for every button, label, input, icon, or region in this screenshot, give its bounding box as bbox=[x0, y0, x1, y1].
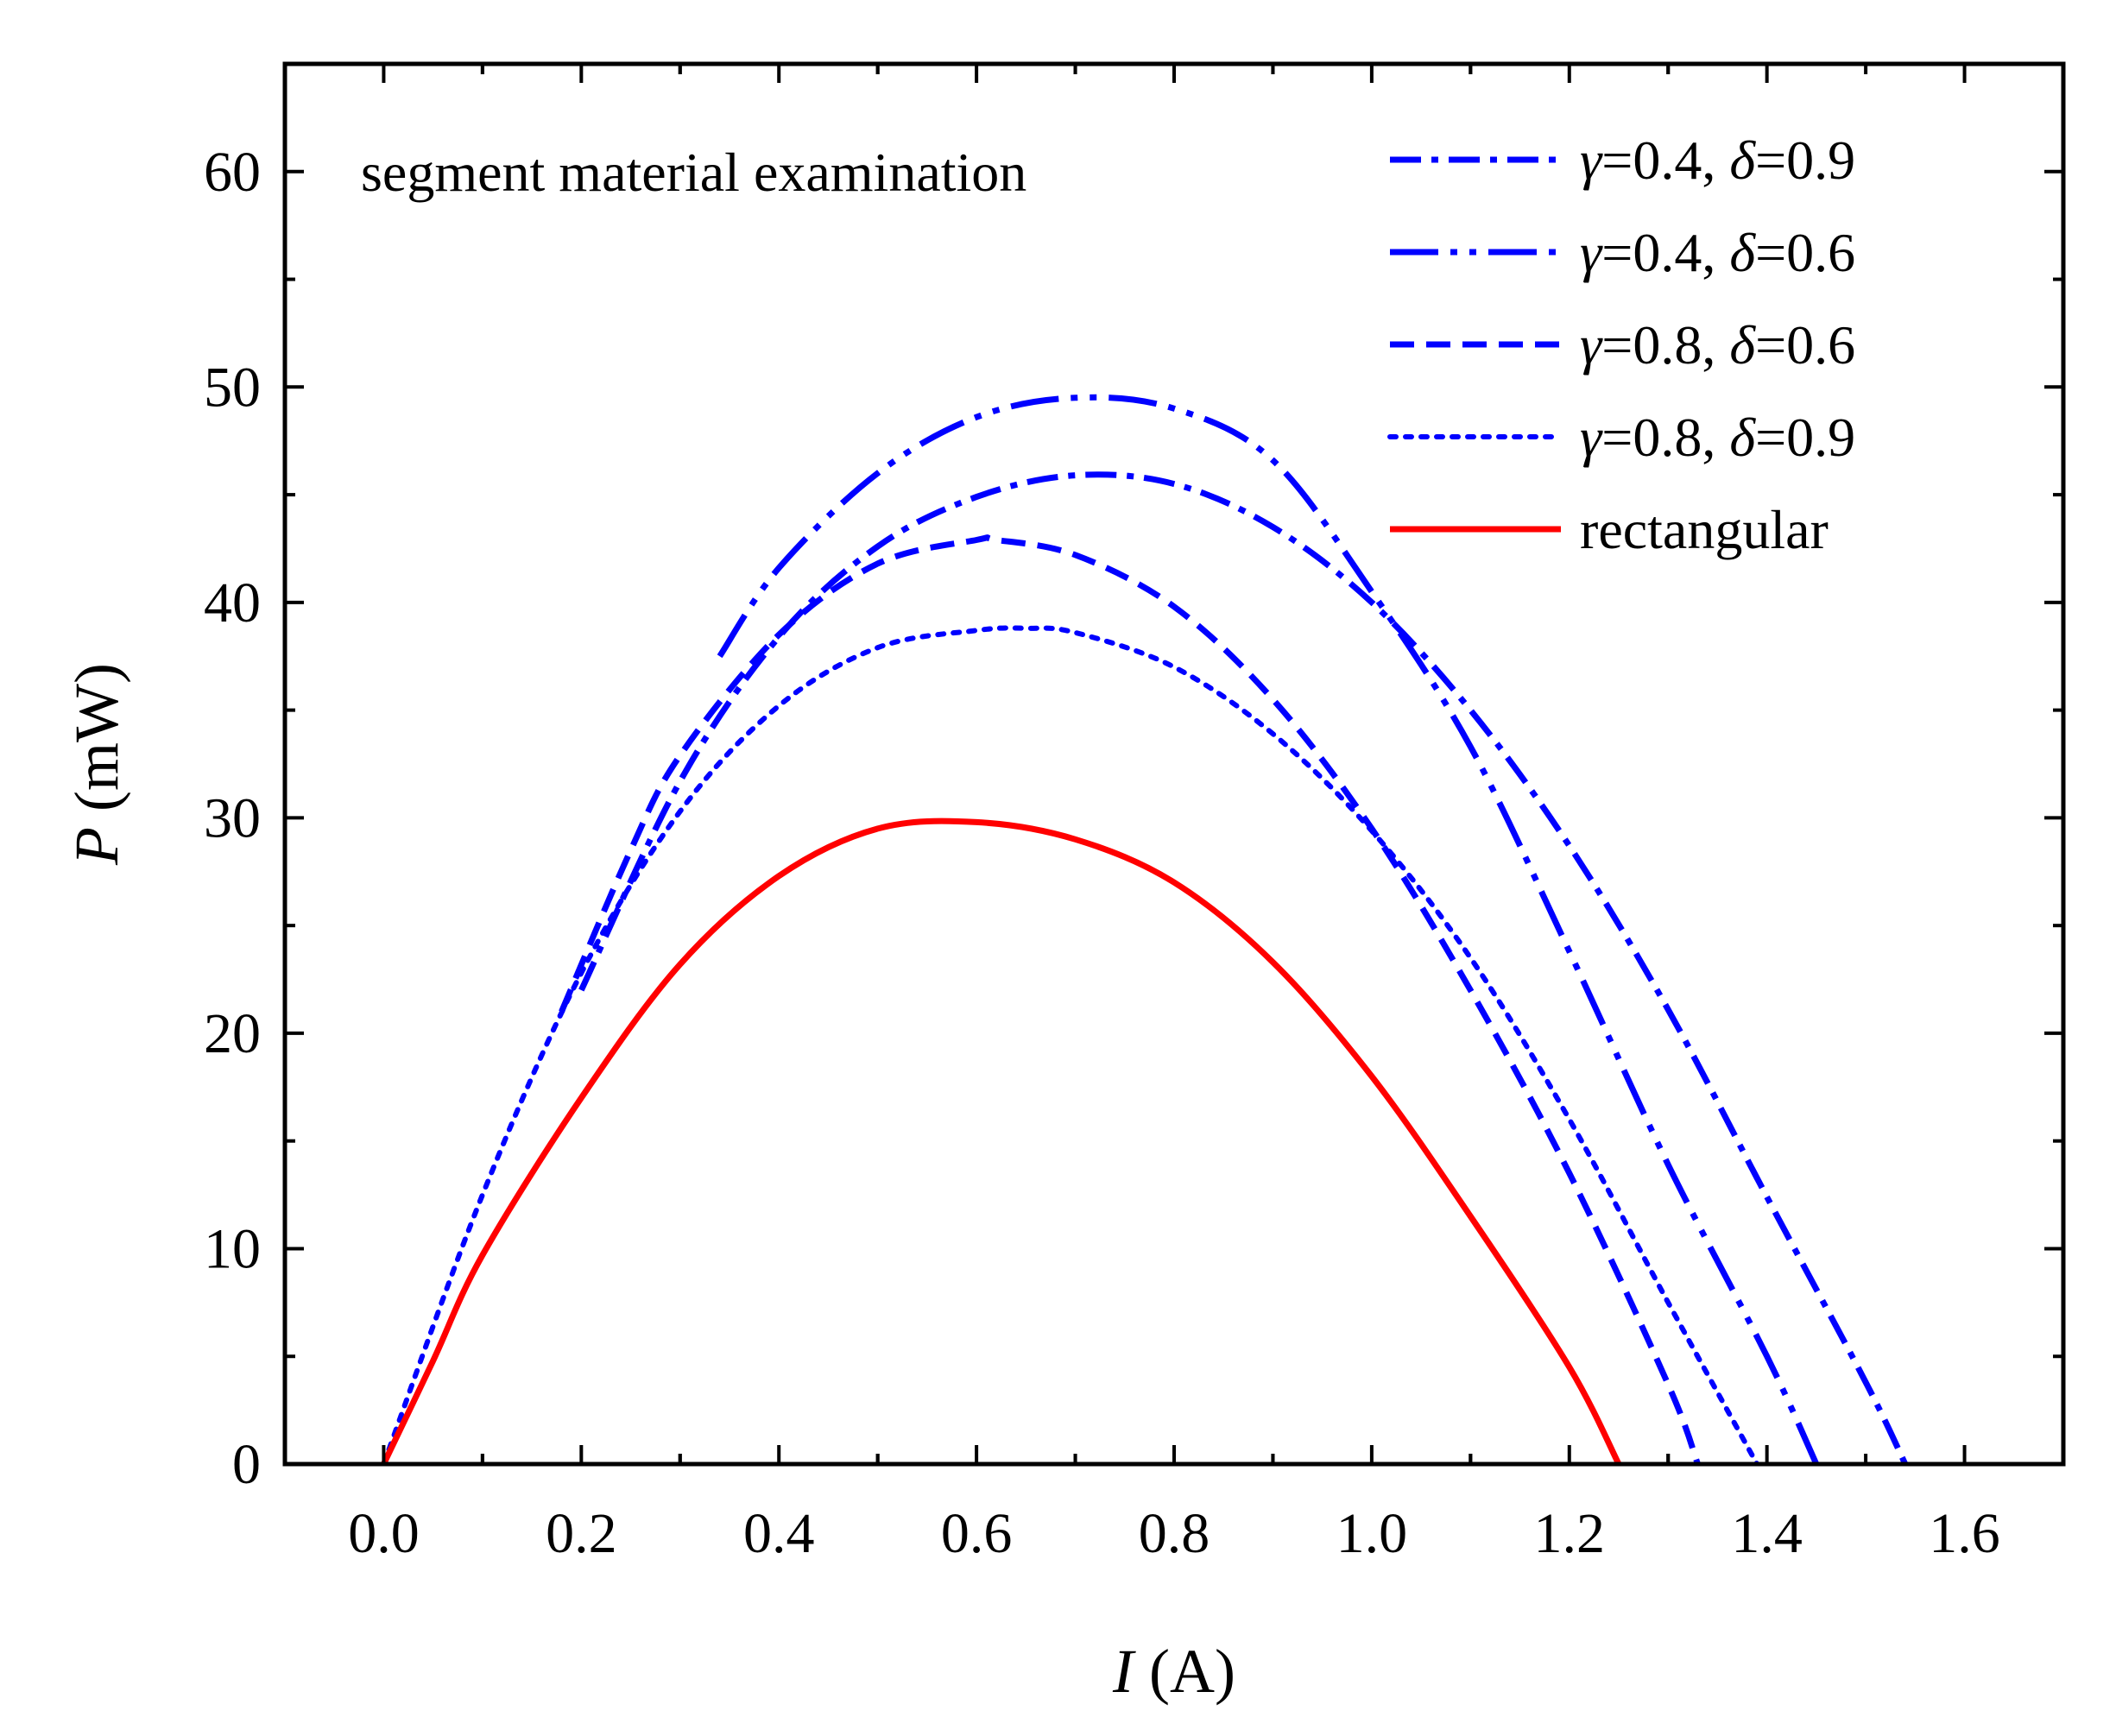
x-tick-label: 0.2 bbox=[546, 1502, 617, 1565]
legend: γ=0.4, δ=0.9 γ=0.4, δ=0.6 γ=0.8, δ=0.6 γ=0.… bbox=[1387, 129, 1855, 560]
x-axis-unit: (A) bbox=[1149, 1637, 1235, 1706]
legend-label-1: γ=0.4, δ=0.9 bbox=[1580, 129, 1855, 191]
x-tick-label: 1.6 bbox=[1929, 1502, 2000, 1565]
x-tick-label: 0.6 bbox=[941, 1502, 1013, 1565]
annotation-text: segment material examination bbox=[361, 142, 1026, 203]
y-tick-label: 50 bbox=[204, 356, 261, 419]
y-axis-unit: (mW) bbox=[62, 663, 131, 811]
legend-label-4: γ=0.8, δ=0.9 bbox=[1580, 407, 1855, 468]
x-axis-symbol: I bbox=[1112, 1637, 1136, 1706]
series-line-2 bbox=[717, 394, 1820, 1464]
x-axis-title: I (A) bbox=[1112, 1637, 1235, 1706]
legend-label-5: rectangular bbox=[1580, 499, 1829, 560]
series-line-4 bbox=[381, 625, 1760, 1464]
y-axis-symbol: P bbox=[62, 827, 131, 866]
series-layer bbox=[381, 394, 1909, 1464]
y-tick-label: 20 bbox=[204, 1002, 261, 1065]
series-line-1 bbox=[578, 471, 1909, 1464]
y-tick-label: 10 bbox=[204, 1217, 261, 1280]
y-tick-label: 40 bbox=[204, 571, 261, 634]
x-tick-label: 1.0 bbox=[1336, 1502, 1408, 1565]
x-tick-label: 0.8 bbox=[1139, 1502, 1210, 1565]
y-tick-label: 30 bbox=[204, 786, 261, 849]
x-tick-label: 0.4 bbox=[743, 1502, 815, 1565]
y-tick-label: 0 bbox=[232, 1433, 261, 1496]
x-tick-label: 1.2 bbox=[1534, 1502, 1606, 1565]
series-line-5 bbox=[381, 817, 1622, 1464]
x-tick-label: 1.4 bbox=[1731, 1502, 1803, 1565]
ticks-layer: 0.0 0.2 0.4 0.6 0.8 1.0 1.2 1.4 1.6 0 10 20 30 40 50 60 bbox=[204, 64, 2063, 1565]
y-tick-label: 60 bbox=[204, 141, 261, 204]
legend-label-3: γ=0.8, δ=0.6 bbox=[1580, 314, 1855, 376]
x-tick-label: 0.0 bbox=[348, 1502, 420, 1565]
y-axis-title: P (mW) bbox=[62, 663, 131, 866]
series-line-3 bbox=[559, 534, 1701, 1464]
legend-label-2: γ=0.4, δ=0.6 bbox=[1580, 222, 1855, 283]
